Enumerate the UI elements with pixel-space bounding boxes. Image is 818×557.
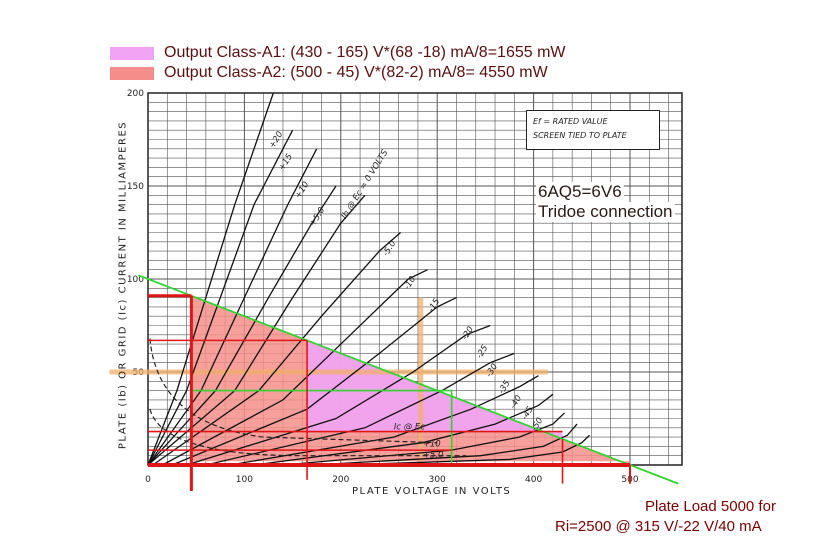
plate-curve--15 bbox=[171, 297, 457, 466]
curve-label: -20 bbox=[460, 325, 476, 342]
plate-curve-20 bbox=[147, 92, 274, 466]
plate-curve--45 bbox=[311, 423, 578, 466]
y-axis-title: PLATE (Ib) OR GRID (Ic) CURRENT IN MILLI… bbox=[117, 120, 129, 450]
grid-current-curve bbox=[149, 338, 438, 444]
tube-equivalence: 6AQ5=6V6 bbox=[536, 182, 624, 202]
legend-swatch-class-a2 bbox=[110, 66, 154, 80]
legend-swatch-class-a1 bbox=[110, 46, 154, 60]
grid-current-label: +5.0 bbox=[423, 451, 444, 461]
curve-label: +5.0 bbox=[308, 206, 327, 229]
legend-entry-class-a2: Output Class-A2: (500 - 45) V*(82-2) mA/… bbox=[110, 64, 548, 82]
load-line bbox=[138, 274, 679, 485]
plate-curve--40 bbox=[282, 412, 565, 466]
plate-curve--10 bbox=[162, 269, 428, 466]
plate-curve-5 bbox=[147, 185, 337, 466]
plate-curve-0 bbox=[147, 194, 366, 466]
plate-curve-10 bbox=[147, 148, 318, 466]
legend-label-class-a1: Output Class-A1: (430 - 165) V*(68 -18) … bbox=[164, 44, 566, 61]
x-tick-label: 100 bbox=[236, 475, 253, 485]
x-axis-title: PLATE VOLTAGE IN VOLTS bbox=[352, 486, 512, 497]
x-tick-label: 0 bbox=[145, 475, 151, 485]
legend-entry-class-a1: Output Class-A1: (430 - 165) V*(68 -18) … bbox=[110, 44, 566, 62]
curve-label: Ib @ Ec = 0 VOLTS bbox=[340, 148, 391, 221]
plate-curve--20 bbox=[186, 324, 491, 466]
curve-label: -25 bbox=[475, 343, 491, 360]
y-tick-label: 100 bbox=[127, 275, 144, 285]
curve-label: -15 bbox=[426, 297, 442, 314]
tube-connection: Tridoe connection bbox=[536, 202, 675, 222]
operating-point-note: Ri=2500 @ 315 V/-22 V/40 mA bbox=[555, 518, 762, 535]
curve-label: -40 bbox=[508, 394, 524, 411]
rated-value-box: Ef = RATED VALUE SCREEN TIED TO PLATE bbox=[526, 110, 660, 150]
rated-value-line: Ef = RATED VALUE bbox=[533, 117, 608, 126]
legend-label-class-a2: Output Class-A2: (500 - 45) V*(82-2) mA/… bbox=[164, 64, 548, 81]
grid-current-curve bbox=[149, 409, 467, 457]
grid-current-label: Ic @ Ec bbox=[394, 423, 425, 433]
x-tick-label: 400 bbox=[525, 475, 542, 485]
plate-curve--5 bbox=[152, 232, 401, 466]
y-tick-label: 150 bbox=[127, 182, 144, 192]
plate-load-note: Plate Load 5000 for bbox=[645, 498, 776, 515]
plate-curve--30 bbox=[229, 375, 539, 466]
screen-tied-line: SCREEN TIED TO PLATE bbox=[533, 131, 627, 140]
curve-label: +10 bbox=[293, 180, 311, 201]
grid-current-label: +10 bbox=[423, 439, 441, 449]
y-tick-label: 200 bbox=[127, 89, 144, 99]
plate-curve-15 bbox=[147, 129, 294, 466]
x-tick-label: 300 bbox=[429, 475, 446, 485]
x-tick-label: 200 bbox=[332, 475, 349, 485]
curve-label: -10 bbox=[402, 275, 418, 292]
